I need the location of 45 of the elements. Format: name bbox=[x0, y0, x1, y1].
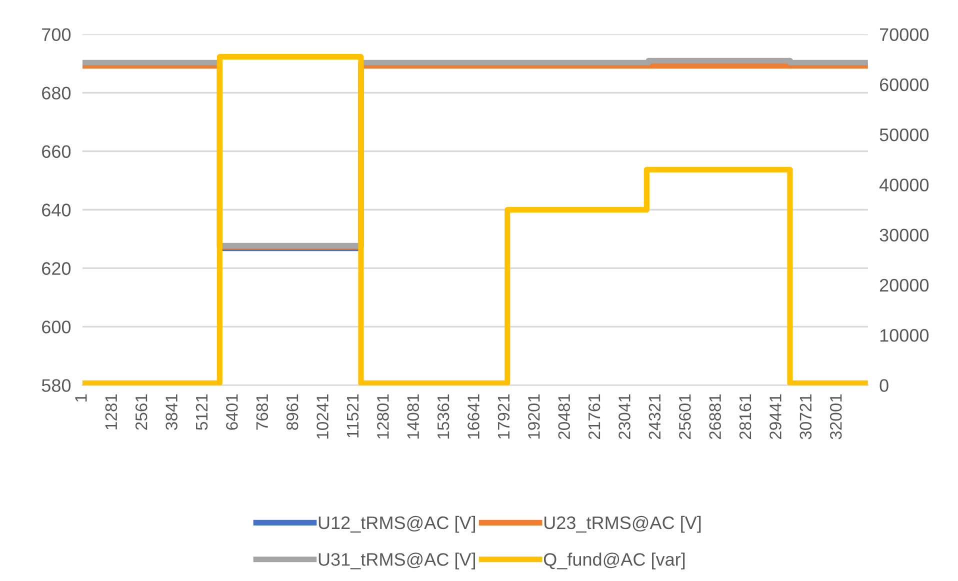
x-tick-label: 2561 bbox=[135, 394, 148, 430]
x-tick-label: 30721 bbox=[800, 394, 812, 440]
x-tick-label: 12801 bbox=[377, 394, 389, 439]
y-tick-label: 700 bbox=[42, 28, 71, 41]
x-tick-label: 10241 bbox=[316, 394, 328, 439]
legend-label: Q_fund@AC [var] bbox=[544, 552, 685, 570]
y-tick-label: 680 bbox=[42, 86, 71, 100]
x-tick-label: 7681 bbox=[256, 394, 268, 430]
y2-tick-label: 30000 bbox=[880, 228, 929, 242]
x-tick-label: 25601 bbox=[678, 394, 691, 440]
x-tick-label: 1281 bbox=[105, 394, 118, 430]
y-tick-label: 640 bbox=[42, 204, 71, 216]
y2-tick-label: 10000 bbox=[880, 329, 929, 342]
x-tick-label: 1 bbox=[75, 394, 87, 402]
x-tick-label: 28161 bbox=[739, 394, 752, 440]
x-tick-label: 6401 bbox=[226, 394, 238, 430]
y2-tick-label: 0 bbox=[880, 379, 888, 392]
x-tick-label: 14081 bbox=[407, 394, 420, 439]
legend-label: U12_tRMS@AC [V] bbox=[318, 516, 476, 533]
legend-label: U31_tRMS@AC [V] bbox=[318, 552, 476, 570]
x-tick-label: 29441 bbox=[770, 394, 782, 440]
x-tick-label: 5121 bbox=[196, 394, 208, 430]
y2-tick-label: 70000 bbox=[880, 28, 929, 41]
x-tick-label: 19201 bbox=[528, 394, 540, 439]
x-tick-label: 8961 bbox=[286, 394, 298, 430]
y2-tick-label: 20000 bbox=[880, 278, 929, 292]
y-tick-label: 580 bbox=[42, 379, 71, 392]
y2-tick-label: 60000 bbox=[880, 78, 929, 92]
y-tick-label: 620 bbox=[42, 262, 71, 275]
x-tick-label: 15361 bbox=[437, 394, 450, 439]
x-tick-label: 21761 bbox=[588, 394, 600, 440]
y2-tick-label: 50000 bbox=[880, 128, 929, 142]
x-tick-label: 17921 bbox=[498, 394, 510, 439]
x-tick-label: 11521 bbox=[346, 394, 359, 438]
legend-label: U23_tRMS@AC [V] bbox=[544, 516, 701, 533]
x-tick-label: 32001 bbox=[830, 394, 842, 440]
y-tick-label: 660 bbox=[42, 145, 71, 158]
y2-tick-label: 40000 bbox=[879, 178, 929, 192]
y-tick-label: 600 bbox=[42, 320, 71, 334]
x-tick-label: 20481 bbox=[558, 394, 570, 440]
x-tick-label: 26881 bbox=[709, 394, 721, 440]
x-tick-label: 16641 bbox=[468, 394, 480, 439]
x-tick-label: 23041 bbox=[618, 394, 630, 440]
x-tick-label: 3841 bbox=[166, 394, 178, 430]
x-tick-label: 24321 bbox=[648, 394, 661, 440]
